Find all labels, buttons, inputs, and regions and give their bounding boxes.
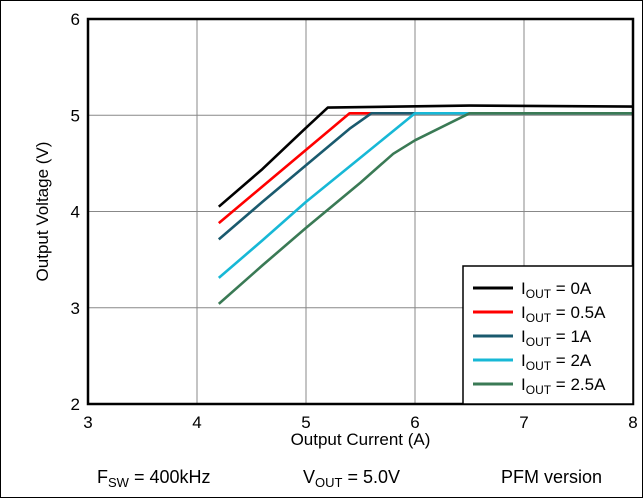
series-line-3 [217,112,633,241]
series-line-2 [217,112,633,225]
legend-entry-label: IOUT = 1A [521,327,592,349]
y-tick-label: 6 [71,10,80,29]
x-tick-label: 7 [519,413,528,432]
series-line-5 [217,112,633,305]
x-tick-label: 8 [628,413,637,432]
series-line-1 [217,104,634,208]
condition-version: PFM version [501,467,602,487]
legend-entry-label: IOUT = 2.5A [521,375,606,397]
x-tick-label: 4 [192,413,201,432]
condition-output-voltage: VOUT = 5.0V [303,467,400,490]
series-line-4 [217,112,633,279]
y-tick-label: 3 [71,299,80,318]
legend-entry-label: IOUT = 2A [521,351,592,373]
y-tick-label: 2 [71,395,80,414]
condition-switching-frequency: FSW = 400kHz [97,467,211,490]
x-tick-label: 6 [410,413,419,432]
x-tick-label: 5 [301,413,310,432]
legend-entry-label: IOUT = 0A [521,279,592,301]
legend-entry-label: IOUT = 0.5A [521,303,606,325]
y-tick-label: 5 [71,106,80,125]
series-layer [217,104,634,305]
plot-area-border [86,17,635,406]
y-tick-label: 4 [71,203,80,222]
y-axis-label: Output Voltage (V) [33,142,52,282]
x-axis-label: Output Current (A) [291,430,431,449]
x-tick-label: 3 [83,413,92,432]
